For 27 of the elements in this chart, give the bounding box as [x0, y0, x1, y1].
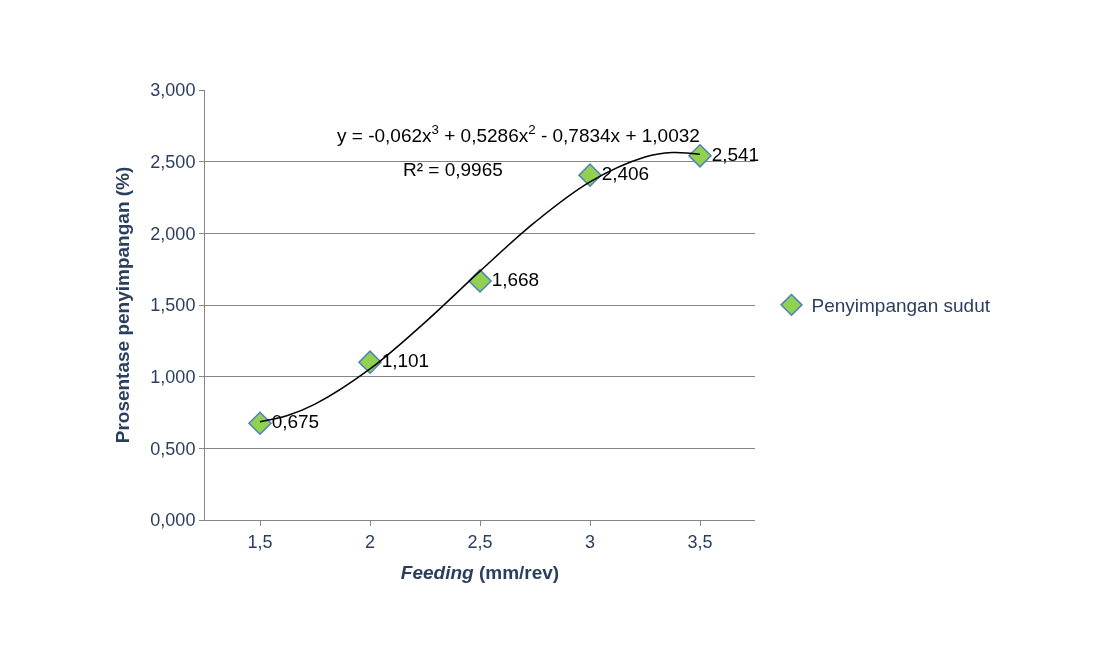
data-label: 2,541 — [711, 143, 760, 165]
point — [358, 350, 382, 374]
data-label: 2,406 — [601, 162, 650, 184]
point — [578, 163, 602, 187]
y-tick-label: 2,500 — [150, 151, 196, 172]
y-tick-label: 1,500 — [150, 295, 196, 316]
y-tick-label: 3,000 — [150, 80, 196, 101]
x-tick-label: 1,5 — [247, 531, 273, 552]
point — [248, 411, 272, 436]
y-tick-label: 1,000 — [150, 366, 196, 387]
x-tick-label: 2 — [364, 531, 376, 552]
data-label: 0,675 — [271, 411, 320, 432]
legend-label: Penyimpangan sudut — [811, 295, 991, 317]
x-tick-label: 3 — [584, 531, 596, 552]
data-label: 1,101 — [381, 349, 430, 371]
annotation: R² = 0,9965 — [403, 159, 503, 180]
point — [468, 269, 492, 293]
data-label: 1,668 — [491, 268, 540, 290]
x-axis-title: Feeding (mm/rev) — [400, 562, 560, 584]
y-tick-label: 0,500 — [150, 438, 196, 459]
point — [688, 143, 712, 168]
y-tick-label: 0,000 — [150, 510, 196, 531]
y-axis-title: Prosentase penyimpangan (%) — [112, 166, 134, 444]
annotation: y = -0,062x$^{3}$ + 0,5286x$^{2}$ - 0,7834x + 1,0032 — [337, 122, 700, 146]
x-tick-label: 2,5 — [467, 531, 493, 552]
x-tick-label: 3,5 — [687, 531, 713, 552]
y-tick-label: 2,000 — [150, 223, 196, 244]
